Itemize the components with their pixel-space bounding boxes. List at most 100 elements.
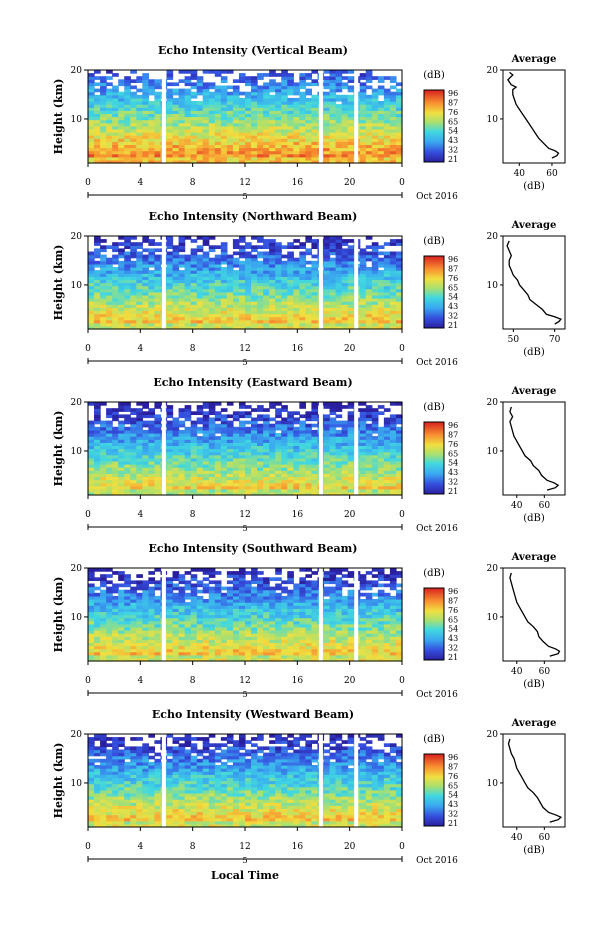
heatmap-cell [154, 156, 162, 161]
heatmap-cell [148, 260, 156, 265]
heatmap-cell [245, 411, 252, 415]
heatmap-cell [106, 433, 113, 437]
heatmap-cell [112, 439, 119, 443]
heatmap-cell [154, 325, 162, 330]
heatmap-cell [118, 322, 125, 327]
heatmap-cell [112, 654, 119, 659]
heatmap-cell [359, 436, 367, 440]
heatmap-cell [305, 626, 313, 631]
heatmap-cell [208, 454, 216, 459]
heatmap-cell [275, 479, 282, 484]
heatmap-cell [238, 113, 246, 118]
heatmap-cell [299, 454, 306, 459]
x-tick-label: 8 [190, 510, 196, 520]
heatmap-cell [263, 429, 270, 434]
heatmap-cell [341, 448, 349, 453]
heatmap-cell [172, 633, 180, 637]
heatmap-cell [257, 626, 264, 631]
heatmap-cell [124, 485, 131, 490]
heatmap-cell [371, 270, 379, 274]
heatmap-cell [281, 423, 288, 428]
x-tick-label: 0 [399, 510, 405, 520]
heatmap-cell [226, 639, 234, 643]
heatmap-cell [190, 313, 198, 318]
heatmap-cell [371, 104, 379, 108]
heatmap-cell [305, 270, 313, 274]
heatmap-cell [347, 116, 355, 121]
heatmap-cell [257, 279, 264, 284]
heatmap-cell [202, 82, 210, 87]
heatmap-cell [226, 94, 234, 99]
heatmap-cell [257, 128, 264, 133]
heatmap-cell [88, 636, 95, 640]
heatmap-cell [383, 141, 391, 145]
heatmap-cell [184, 467, 192, 471]
heatmap-cell [214, 304, 222, 308]
heatmap-cell [395, 97, 403, 102]
heatmap-cell [88, 623, 95, 628]
heatmap-cell [226, 104, 234, 108]
heatmap-cell [371, 251, 379, 256]
heatmap-cell [220, 267, 228, 271]
heatmap-cell [299, 623, 306, 628]
heatmap-cell [293, 110, 300, 114]
heatmap-cell [341, 457, 349, 462]
heatmap-cell [347, 451, 355, 456]
heatmap-cell [245, 94, 252, 99]
heatmap-cell [275, 248, 282, 253]
heatmap-cell [293, 310, 300, 315]
heatmap-cell [178, 239, 186, 243]
heatmap-cell [196, 651, 204, 656]
heatmap-cell [329, 236, 337, 240]
heatmap-cell [172, 319, 180, 324]
heatmap-cell [226, 322, 234, 327]
heatmap-cell [136, 110, 143, 114]
heatmap-cell [263, 263, 270, 268]
heatmap-cell [305, 325, 313, 330]
heatmap-cell [281, 445, 288, 450]
heatmap-cell [172, 460, 180, 465]
heatmap-cell [142, 630, 149, 634]
heatmap-cell [311, 245, 319, 249]
heatmap-cell [287, 91, 294, 96]
heatmap-cell [226, 159, 234, 164]
heatmap-cell [323, 448, 331, 453]
heatmap-cell [184, 470, 192, 474]
heatmap-cell [100, 91, 107, 96]
heatmap-cell [347, 150, 355, 155]
heatmap-cell [245, 460, 252, 465]
heatmap-cell [269, 147, 276, 152]
heatmap-cell [329, 147, 337, 152]
heatmap-cell [118, 654, 125, 659]
heatmap-cell [251, 76, 258, 80]
heatmap-cell [293, 147, 300, 152]
heatmap-cell [305, 623, 313, 628]
heatmap-cell [365, 147, 373, 152]
heatmap-cell [130, 482, 137, 487]
heatmap-cell [142, 110, 149, 114]
heatmap-cell [341, 445, 349, 450]
heatmap-cell [389, 132, 397, 136]
heatmap-cell [94, 301, 101, 305]
heatmap-cell [323, 479, 331, 484]
heatmap-cell [112, 260, 119, 265]
heatmap-cell [371, 304, 379, 308]
heatmap-cell [359, 94, 367, 99]
heatmap-cell [311, 147, 319, 152]
heatmap-cell [232, 473, 240, 477]
heatmap-cell [323, 657, 331, 662]
heatmap-cell [148, 301, 156, 305]
heatmap-cell [395, 94, 403, 99]
heatmap-cell [208, 657, 216, 662]
heatmap-cell [118, 138, 125, 142]
heatmap-cell [94, 429, 101, 434]
heatmap-cell [257, 135, 264, 139]
heatmap-cell [136, 282, 143, 287]
heatmap-cell [293, 651, 300, 656]
heatmap-cell [214, 491, 222, 496]
heatmap-cell [118, 491, 125, 496]
heatmap-cell [389, 119, 397, 124]
heatmap-cell [329, 654, 337, 659]
heatmap-cell [257, 426, 264, 431]
heatmap-cell [293, 113, 300, 118]
